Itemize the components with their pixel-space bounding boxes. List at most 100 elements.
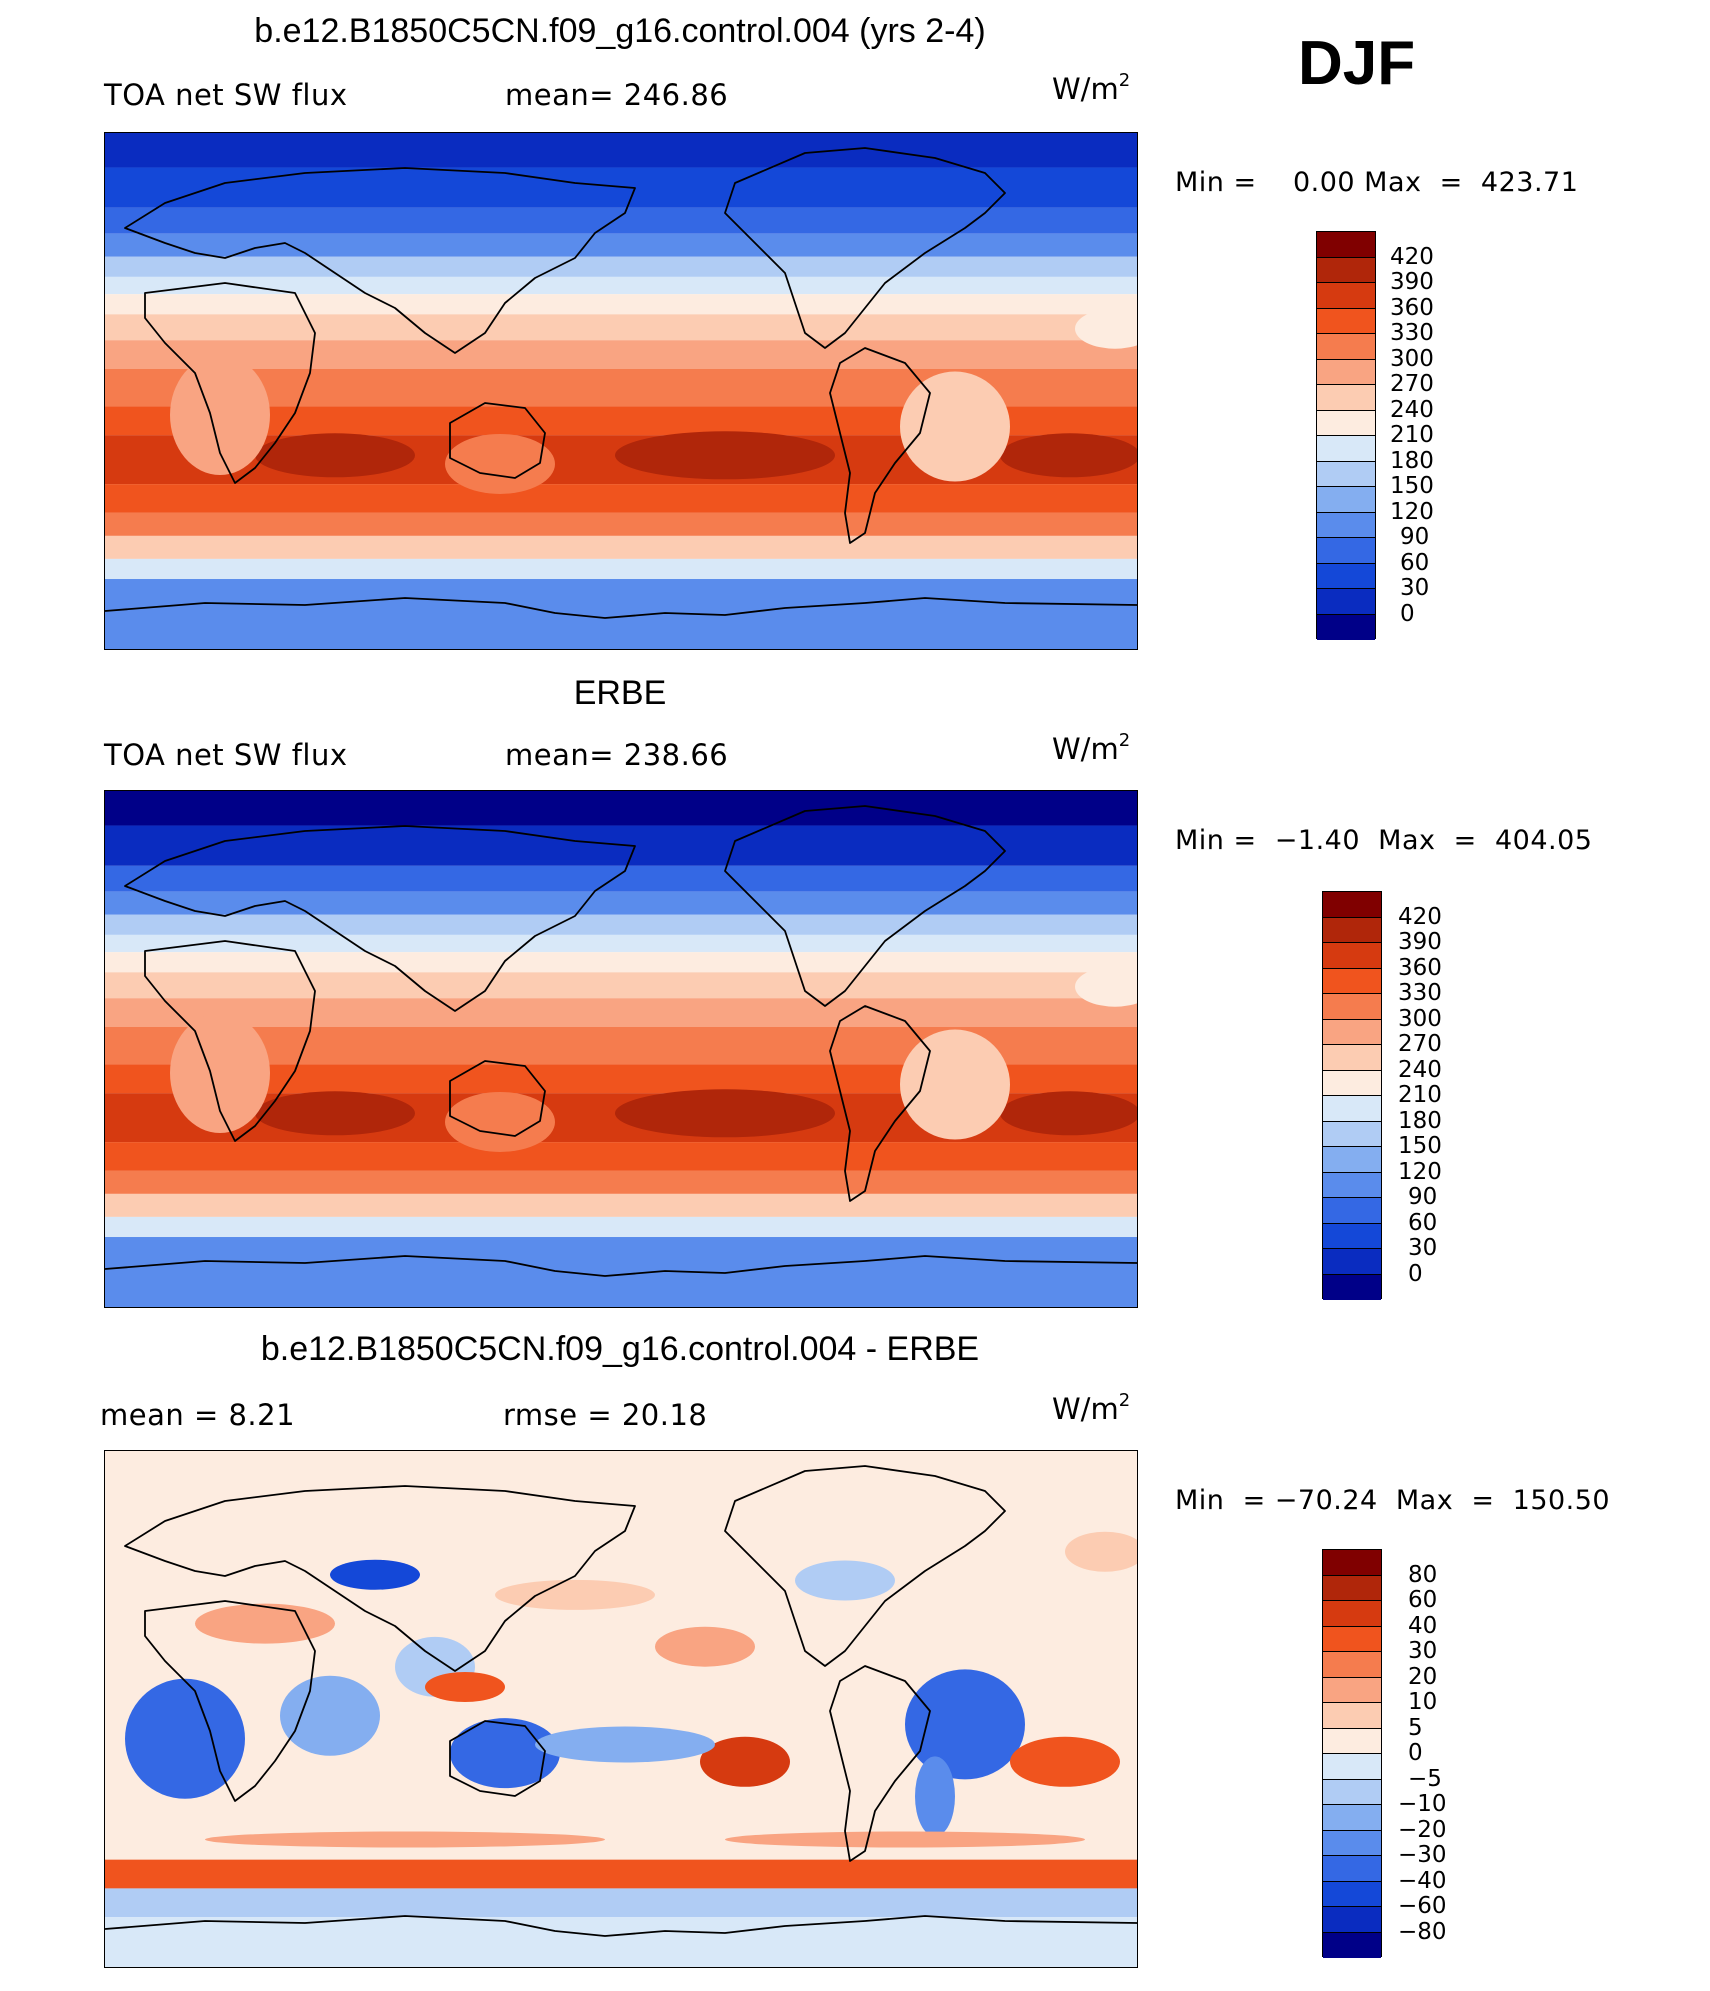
continent-coastline	[144, 1600, 316, 1802]
panel-2-variable: TOA net SW flux	[104, 738, 348, 772]
colorbar-swatch	[1323, 1626, 1381, 1652]
colorbar-tick-label: 240	[1398, 1056, 1442, 1083]
continent-coastline	[724, 1465, 1006, 1667]
field-band	[105, 1451, 1137, 1860]
colorbar-tick-label: 180	[1398, 1107, 1442, 1134]
colorbar-swatch	[1317, 385, 1375, 411]
panel-3-minmax: Min = −70.24 Max = 150.50	[1175, 1485, 1611, 1516]
panel-1-title: b.e12.B1850C5CN.f09_g16.control.004 (yrs…	[254, 12, 986, 50]
anomaly-patch	[915, 1756, 955, 1837]
colorbar-swatch	[1317, 512, 1375, 538]
colorbar-tick-label: 150	[1398, 1133, 1442, 1159]
colorbar-swatch	[1323, 1070, 1381, 1096]
colorbar-tick-label: 210	[1390, 422, 1434, 448]
field-band	[105, 952, 1137, 973]
colorbar-tick-label: 240	[1390, 396, 1434, 423]
continent-coastline	[124, 1485, 636, 1672]
field-band	[105, 891, 1137, 915]
colorbar-tick-label: −80	[1398, 1918, 1447, 1945]
colorbar-swatch	[1317, 334, 1375, 360]
land-region	[445, 433, 555, 494]
colorbar-tick-label: 270	[1390, 371, 1434, 397]
continent-coastline	[829, 347, 931, 544]
panel-1-mean: mean= 246.86	[505, 78, 729, 112]
field-band	[105, 512, 1137, 536]
colorbar-swatch	[1317, 461, 1375, 487]
panel-1-variable: TOA net SW flux	[104, 78, 348, 112]
anomaly-patch	[280, 1675, 380, 1756]
anomaly-patch	[725, 1831, 1085, 1848]
colorbar-swatch	[1323, 968, 1381, 994]
colorbar-swatch	[1323, 1805, 1381, 1831]
anomaly-patch	[205, 1831, 605, 1848]
colorbar-tick-label: 60	[1408, 1209, 1438, 1236]
colorbar-swatch	[1323, 1856, 1381, 1882]
anomaly-patch	[450, 1718, 560, 1789]
field-maximum	[615, 1089, 835, 1138]
antarctica-coastline	[105, 1255, 1137, 1277]
panel-2-title: ERBE	[573, 674, 667, 712]
field-maximum	[615, 431, 835, 480]
colorbar-swatch	[1323, 994, 1381, 1020]
colorbar-tick-label: 30	[1400, 575, 1430, 601]
panel-2-units: W/m2	[1052, 730, 1131, 766]
colorbar-swatch	[1317, 232, 1375, 258]
anomaly-patch	[1065, 1531, 1137, 1572]
colorbar-swatch	[1323, 1147, 1381, 1173]
colorbar-tick-label: 300	[1398, 1005, 1442, 1032]
colorbar-swatch	[1323, 1652, 1381, 1678]
field-band	[105, 1170, 1137, 1194]
colorbar-swatch	[1323, 1881, 1381, 1907]
colorbar-swatch	[1323, 1830, 1381, 1856]
colorbar-swatch	[1323, 1907, 1381, 1933]
colorbar-swatch	[1323, 1019, 1381, 1045]
field-band	[105, 256, 1137, 277]
colorbar-tick-label: 0	[1408, 1740, 1423, 1766]
land-region	[1075, 308, 1137, 349]
panel-2-mean: mean= 238.66	[505, 738, 729, 772]
panel-2-field	[105, 791, 1137, 1307]
colorbar-swatch	[1317, 257, 1375, 283]
colorbar-tick-label: 0	[1408, 1260, 1423, 1287]
colorbar-tick-label: −40	[1398, 1867, 1447, 1894]
colorbar-tick-label: −10	[1398, 1791, 1447, 1817]
colorbar-tick-label: 270	[1398, 1031, 1442, 1057]
colorbar-tick-label: 40	[1408, 1612, 1438, 1639]
field-maximum	[255, 1091, 415, 1136]
antarctica-coastline	[105, 597, 1137, 619]
anomaly-patch	[655, 1626, 755, 1667]
colorbar-tick-label: −30	[1398, 1842, 1447, 1868]
field-maximum	[1000, 1091, 1137, 1136]
land-region	[900, 1029, 1010, 1140]
colorbar-swatch	[1323, 1601, 1381, 1627]
colorbar-swatch	[1317, 308, 1375, 334]
field-band	[105, 791, 1137, 826]
panel-3-mean: mean = 8.21	[100, 1398, 296, 1432]
colorbar-tick-label: 420	[1390, 243, 1434, 270]
colorbar-swatch	[1323, 1223, 1381, 1249]
colorbar-tick-label: 5	[1408, 1714, 1423, 1741]
anomaly-patch	[535, 1726, 715, 1763]
panel-1-units: W/m2	[1052, 70, 1131, 106]
colorbar-swatch	[1323, 1932, 1381, 1958]
field-band	[105, 972, 1137, 999]
anomaly-patch	[700, 1736, 790, 1787]
colorbar-tick-label: 360	[1398, 954, 1442, 981]
colorbar-swatch	[1323, 1677, 1381, 1703]
continent-coastline	[724, 805, 1006, 1007]
colorbar-swatch	[1323, 1728, 1381, 1754]
colorbar-swatch	[1323, 1703, 1381, 1729]
field-maximum	[1000, 433, 1137, 478]
field-band	[105, 535, 1137, 559]
colorbar-swatch	[1317, 283, 1375, 309]
field-band	[105, 998, 1137, 1027]
colorbar-swatch	[1323, 917, 1381, 943]
colorbar-tick-label: 90	[1400, 524, 1430, 550]
panel-1-field	[105, 133, 1137, 649]
colorbar-tick-label: 390	[1390, 269, 1434, 295]
colorbar-tick-label: 90	[1408, 1184, 1438, 1210]
colorbar-swatch	[1323, 892, 1381, 918]
anomaly-patch	[195, 1603, 335, 1644]
field-band	[105, 934, 1137, 953]
colorbar-tick-label: 210	[1398, 1082, 1442, 1108]
